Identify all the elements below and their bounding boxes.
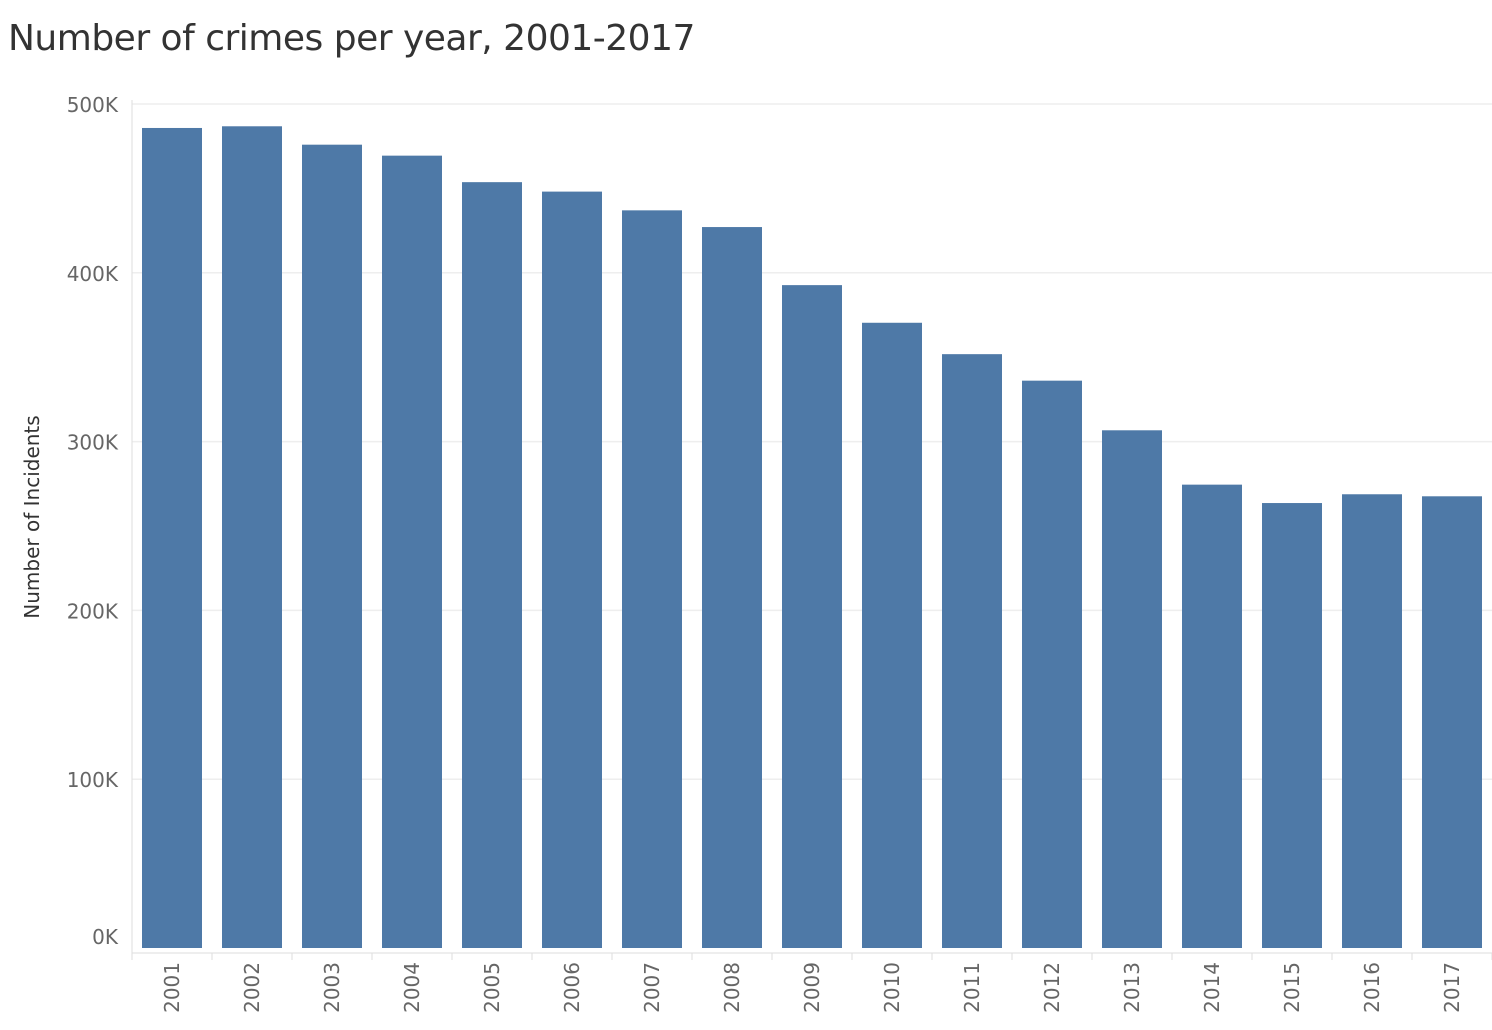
bar-2015[interactable] (1262, 503, 1322, 948)
y-tick-label: 500K (67, 93, 119, 117)
x-tick-labels: 2001 2002 2003 2004 2005 2006 2007 2008 2009 2010… (160, 962, 1464, 1013)
x-tick-label: 2017 (1440, 962, 1464, 1013)
x-tick-label: 2013 (1120, 962, 1144, 1013)
bars (142, 126, 1482, 949)
bar-2003[interactable] (302, 144, 362, 949)
x-tick-label: 2002 (240, 962, 264, 1013)
y-tick-label: 100K (67, 768, 119, 792)
bar-2017[interactable] (1422, 496, 1482, 948)
x-tick-label: 2001 (160, 962, 184, 1013)
bar-2014[interactable] (1182, 484, 1242, 948)
x-tick-label: 2008 (720, 962, 744, 1013)
bar-2012[interactable] (1022, 380, 1082, 948)
x-tick-label: 2012 (1040, 962, 1064, 1013)
x-tick-label: 2010 (880, 962, 904, 1013)
bar-2010[interactable] (862, 322, 922, 949)
bar-2008[interactable] (702, 227, 762, 949)
bar-2009[interactable] (782, 285, 842, 948)
bar-2016[interactable] (1342, 494, 1402, 948)
y-tick-label: 0K (92, 925, 119, 949)
x-tick-label: 2014 (1200, 962, 1224, 1013)
bar-2001[interactable] (142, 127, 202, 948)
x-tick-label: 2009 (800, 962, 824, 1013)
x-tick-label: 2007 (640, 962, 664, 1013)
bar-2004[interactable] (382, 155, 442, 948)
x-tick-label: 2015 (1280, 962, 1304, 1013)
x-tick-label: 2016 (1360, 962, 1384, 1013)
bar-2005[interactable] (462, 182, 522, 948)
x-tick-label: 2011 (960, 962, 984, 1013)
bar-2006[interactable] (542, 191, 602, 949)
bar-2011[interactable] (942, 354, 1002, 948)
x-tick-label: 2003 (320, 962, 344, 1013)
y-tick-labels: 0K 100K 200K 300K 400K 500K (67, 93, 119, 949)
bar-2002[interactable] (222, 126, 282, 948)
bar-2007[interactable] (622, 210, 682, 948)
x-tick-label: 2005 (480, 962, 504, 1013)
x-tick-label: 2004 (400, 962, 424, 1013)
y-tick-label: 400K (67, 262, 119, 286)
y-tick-label: 300K (67, 431, 119, 455)
y-tick-label: 200K (67, 599, 119, 623)
x-tick-label: 2006 (560, 962, 584, 1013)
axes (131, 100, 1492, 960)
bar-2013[interactable] (1102, 430, 1162, 948)
chart-title: Number of crimes per year, 2001-2017 (8, 18, 695, 59)
